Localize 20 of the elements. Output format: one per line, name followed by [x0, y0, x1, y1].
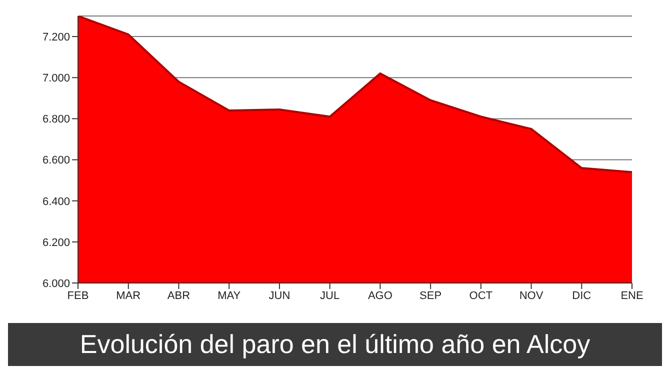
- x-tick-label: MAY: [218, 290, 242, 302]
- text: Evolución del paro en el último año en Alcoy: [8, 323, 662, 366]
- y-tick-label: 6.600: [42, 154, 70, 167]
- y-tick-label: 6.200: [42, 236, 70, 249]
- x-tick-label: DIC: [572, 290, 592, 302]
- x-tick-label: JUN: [268, 290, 290, 302]
- x-tick-label: NOV: [519, 290, 544, 302]
- x-tick-label: MAR: [116, 290, 141, 302]
- y-tick-label: 7.000: [42, 72, 70, 85]
- y-tick-label: 7.200: [42, 31, 70, 44]
- x-tick-label: ABR: [167, 290, 190, 302]
- y-tick-label: 6.800: [42, 114, 70, 126]
- y-tick-label: 6.400: [42, 196, 70, 208]
- x-tick-label: OCT: [469, 290, 493, 302]
- x-tick-label: JUL: [320, 290, 340, 302]
- y-tick-label: 6.000: [42, 278, 70, 290]
- x-tick-label: AGO: [368, 290, 393, 302]
- x-tick-label: FEB: [67, 290, 89, 302]
- x-tick-label: SEP: [420, 290, 442, 302]
- x-tick-label: ENE: [620, 290, 644, 302]
